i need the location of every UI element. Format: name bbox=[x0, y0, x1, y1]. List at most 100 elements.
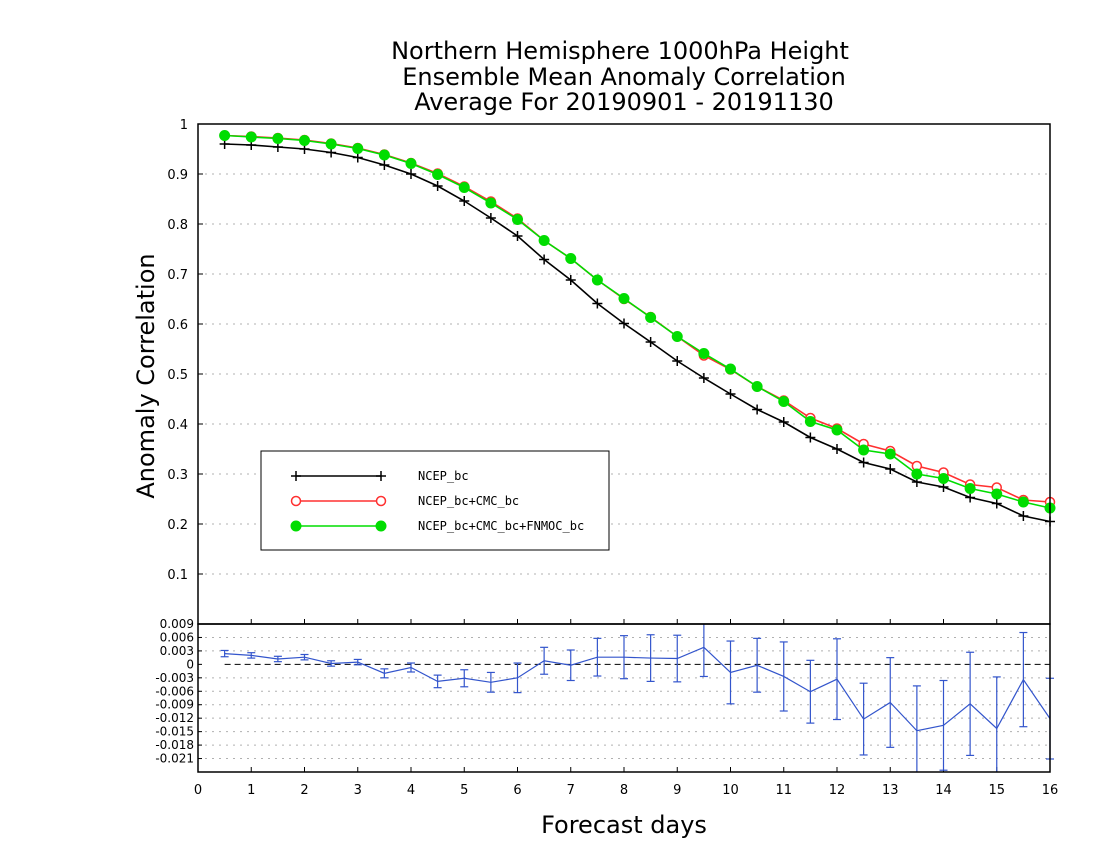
bottom-panel-y-ticks: 0.0090.0060.0030-0.003-0.006-0.009-0.012… bbox=[155, 617, 202, 766]
error-bar bbox=[513, 662, 522, 694]
error-bar bbox=[566, 649, 575, 682]
data-point bbox=[290, 495, 302, 507]
x-tick-label: 13 bbox=[882, 783, 899, 798]
bottom-y-tick-label: -0.012 bbox=[155, 711, 194, 725]
data-point bbox=[778, 417, 789, 427]
data-point bbox=[911, 468, 923, 480]
data-point bbox=[458, 182, 470, 193]
data-point bbox=[376, 471, 386, 481]
data-point bbox=[751, 381, 763, 392]
data-point bbox=[432, 181, 443, 191]
data-point bbox=[778, 396, 790, 407]
legend: NCEP_bc NCEP_bc+CMC_bc NCEP_bc+CMC_bc+FNMO… bbox=[260, 450, 610, 551]
error-bar bbox=[886, 657, 895, 748]
x-axis-label: Forecast days bbox=[541, 811, 707, 839]
legend-item: NCEP_bc+CMC_bc bbox=[290, 494, 519, 508]
data-point bbox=[884, 448, 896, 460]
error-bar bbox=[327, 660, 336, 667]
legend-label: NCEP_bc+CMC_bc+FNMOC_bc bbox=[418, 519, 584, 533]
data-point bbox=[672, 356, 683, 366]
error-bar bbox=[593, 637, 602, 677]
series-line bbox=[224, 134, 1051, 503]
x-tick-label: 5 bbox=[460, 783, 468, 798]
top-y-tick-label: 0.6 bbox=[167, 318, 188, 333]
data-point bbox=[432, 169, 444, 180]
x-tick-label: 14 bbox=[935, 783, 952, 798]
bottom-y-tick-label: -0.009 bbox=[155, 698, 194, 712]
data-point bbox=[1017, 496, 1029, 508]
error-bar bbox=[646, 634, 655, 683]
error-bar bbox=[460, 669, 469, 688]
error-bar bbox=[753, 637, 762, 693]
data-point bbox=[291, 471, 301, 481]
data-point bbox=[965, 492, 976, 503]
data-point bbox=[645, 337, 656, 347]
bottom-y-tick-label: -0.021 bbox=[155, 752, 194, 766]
top-y-tick-label: 1 bbox=[180, 118, 188, 133]
error-bar bbox=[912, 685, 921, 772]
data-point bbox=[565, 253, 577, 264]
x-tick-label: 9 bbox=[673, 783, 681, 798]
difference-series bbox=[220, 624, 1054, 772]
x-tick-label: 10 bbox=[722, 783, 739, 798]
data-point bbox=[325, 138, 337, 150]
data-point bbox=[459, 196, 470, 206]
data-point bbox=[938, 473, 949, 484]
top-y-tick-label: 0.4 bbox=[167, 418, 188, 433]
data-point bbox=[538, 235, 550, 246]
data-point bbox=[378, 149, 390, 161]
title-line-2: Ensemble Mean Anomaly Correlation bbox=[402, 63, 846, 91]
x-tick-label: 7 bbox=[567, 783, 575, 798]
data-point bbox=[512, 214, 523, 225]
data-point bbox=[272, 133, 284, 144]
top-panel-y-ticks: 0.1 0.2 0.3 0.4 0.5 0.6 0.7 0.8 0.9 1 bbox=[167, 118, 203, 583]
top-y-tick-label: 0.9 bbox=[167, 168, 188, 183]
error-bar bbox=[486, 671, 495, 693]
data-point bbox=[406, 169, 416, 179]
data-point bbox=[290, 520, 302, 532]
series-1 bbox=[219, 130, 1056, 508]
error-bar bbox=[779, 641, 788, 712]
error-bar bbox=[540, 646, 549, 675]
x-tick-label: 8 bbox=[620, 783, 628, 798]
difference-line bbox=[220, 624, 1054, 772]
top-y-tick-label: 0.1 bbox=[167, 568, 188, 583]
data-point bbox=[619, 318, 629, 329]
data-point bbox=[858, 457, 869, 468]
data-point bbox=[804, 416, 816, 427]
data-point bbox=[805, 432, 816, 443]
top-y-tick-label: 0.8 bbox=[167, 218, 188, 233]
data-point bbox=[485, 213, 496, 223]
x-tick-label: 15 bbox=[988, 783, 1005, 798]
data-point bbox=[299, 135, 310, 146]
legend-label: NCEP_bc+CMC_bc bbox=[418, 494, 519, 508]
data-point bbox=[858, 444, 870, 456]
legend-label: NCEP_bc bbox=[418, 469, 469, 483]
top-y-tick-label: 0.2 bbox=[167, 518, 188, 533]
data-point bbox=[219, 130, 231, 141]
data-point bbox=[405, 158, 417, 169]
data-point bbox=[752, 404, 763, 415]
difference-polyline bbox=[224, 646, 1051, 732]
error-bar bbox=[407, 662, 415, 673]
series-line bbox=[224, 143, 1051, 523]
data-point bbox=[565, 275, 576, 285]
data-point bbox=[245, 131, 257, 143]
data-point bbox=[831, 424, 843, 436]
x-tick-label: 6 bbox=[513, 783, 521, 798]
data-point bbox=[512, 231, 523, 241]
chart-title: Northern Hemisphere 1000hPa Height Ensem… bbox=[391, 37, 849, 116]
correlation-series bbox=[219, 130, 1056, 527]
error-bar bbox=[620, 635, 628, 680]
top-y-tick-label: 0.3 bbox=[167, 468, 188, 483]
error-bar bbox=[726, 640, 735, 705]
x-tick-label: 1 bbox=[247, 783, 255, 798]
bottom-y-tick-label: -0.018 bbox=[155, 738, 194, 752]
data-point bbox=[698, 373, 709, 383]
bottom-y-tick-label: 0 bbox=[186, 657, 194, 671]
error-bar bbox=[300, 653, 309, 661]
y-axis-label: Anomaly Correlation bbox=[132, 253, 160, 498]
data-point bbox=[991, 498, 1002, 509]
legend-item: NCEP_bc+CMC_bc+FNMOC_bc bbox=[290, 519, 584, 533]
